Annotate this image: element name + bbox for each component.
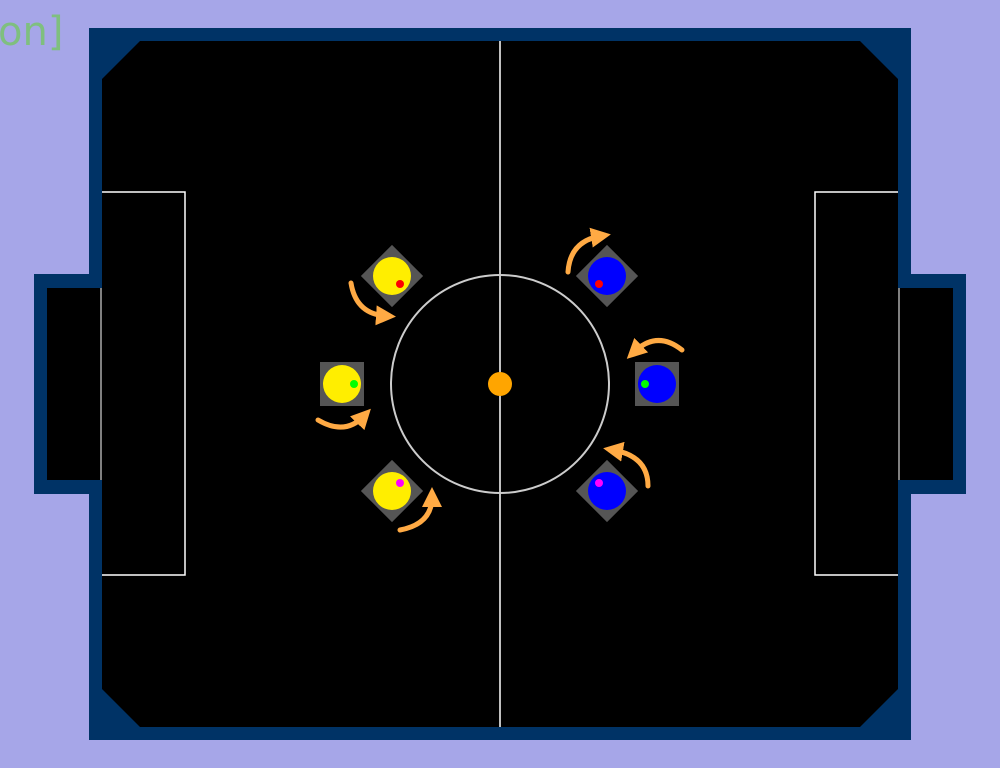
green-id-marker xyxy=(641,380,649,388)
yellow-team-disc xyxy=(373,257,411,295)
right-penalty-area xyxy=(814,191,898,576)
yellow-team-disc xyxy=(373,472,411,510)
rotation-arrow-icon xyxy=(626,337,685,359)
rotation-arrow-icon xyxy=(348,280,396,326)
blue-team-disc xyxy=(588,257,626,295)
rotation-arrow-icon xyxy=(397,487,442,533)
left-penalty-area xyxy=(102,191,186,576)
overlay-label: on] xyxy=(0,9,64,55)
rotation-arrow-icon xyxy=(315,408,371,431)
yellow-robot-2[interactable] xyxy=(315,362,371,431)
ball[interactable] xyxy=(488,372,512,396)
blue-robot-2[interactable] xyxy=(626,337,685,406)
green-id-marker xyxy=(350,380,358,388)
red-id-marker xyxy=(595,280,603,288)
rotation-arrow-icon xyxy=(565,227,611,275)
red-id-marker xyxy=(396,280,404,288)
right-goal xyxy=(897,288,953,480)
rotation-arrow-icon xyxy=(603,441,651,489)
blue-robot-1[interactable] xyxy=(565,227,639,308)
yellow-team-disc xyxy=(323,365,361,403)
magenta-id-marker xyxy=(595,479,603,487)
magenta-id-marker xyxy=(396,479,404,487)
blue-team-disc xyxy=(638,365,676,403)
center-circle xyxy=(390,274,610,494)
yellow-robot-3[interactable] xyxy=(360,459,442,533)
blue-robot-3[interactable] xyxy=(575,441,651,523)
yellow-robot-1[interactable] xyxy=(348,244,424,326)
left-goal xyxy=(47,288,103,480)
blue-team-disc xyxy=(588,472,626,510)
